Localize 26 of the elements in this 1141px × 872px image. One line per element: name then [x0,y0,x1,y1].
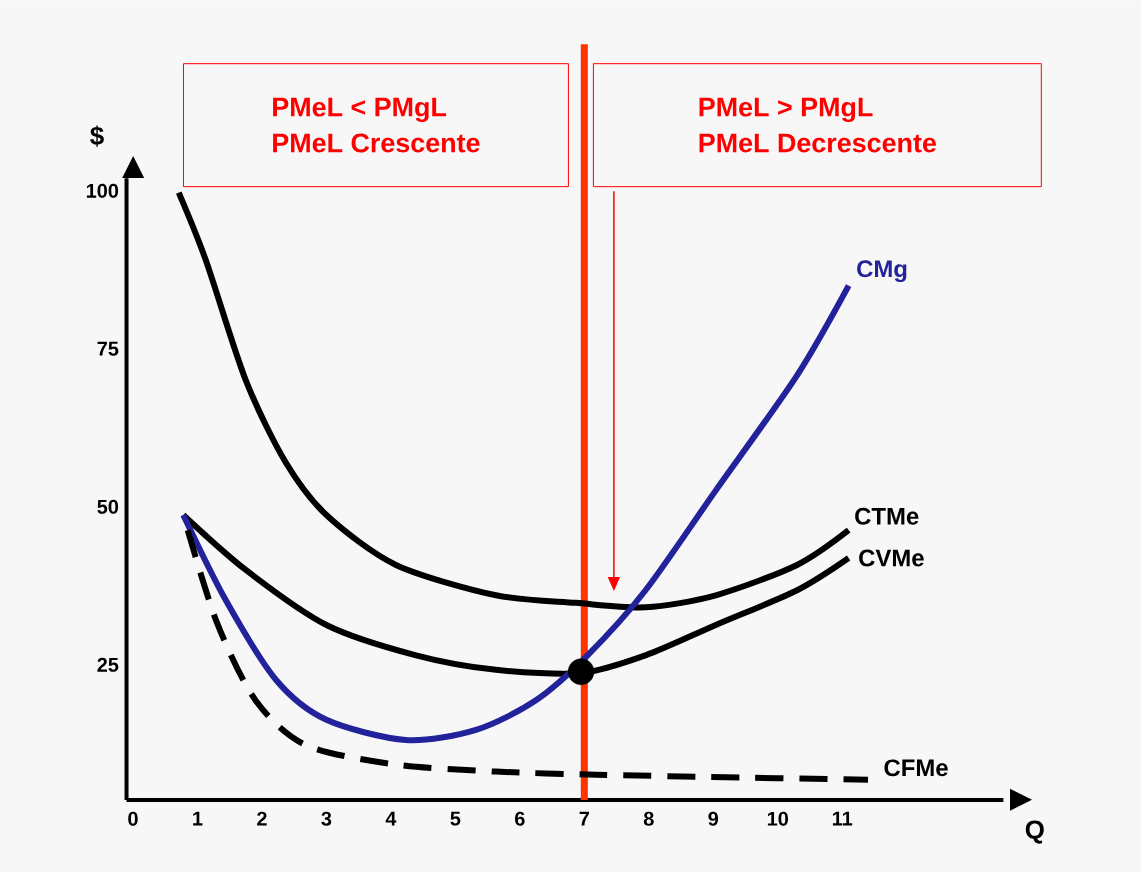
x-tick-label: 2 [257,811,267,826]
x-tick-label: 11 [832,811,853,826]
y-tick-label: 75 [97,341,119,356]
x-tick-label: 5 [450,811,461,826]
x-tick-label: 3 [321,811,332,826]
text: PMeL Crescente [273,133,480,153]
x-tick-label: 8 [643,811,654,826]
x-axis-title: Q [1025,820,1044,844]
x-tick-label: 0 [128,811,138,826]
text: PMeL < PMgL [273,97,447,123]
x-tick-label: 7 [579,811,589,826]
text: PMeL > PMgL [699,97,873,123]
y-tick-label: 50 [97,499,119,514]
series-label: CFMe [884,759,948,777]
series-label: CVMe [859,549,924,567]
x-tick-label: 6 [515,811,525,826]
series-label: CMg [857,260,907,283]
y-axis-title: $ [90,125,104,147]
y-tick-label: 100 [86,183,119,198]
x-tick-label: 10 [767,811,788,826]
x-tick-label: 9 [708,811,719,826]
text: PMeL Decrescente [699,133,936,153]
series-label: CTMe [855,507,919,525]
y-tick-label: 25 [97,657,119,672]
x-tick-label: 4 [385,811,397,826]
x-tick-label: 1 [193,811,203,826]
